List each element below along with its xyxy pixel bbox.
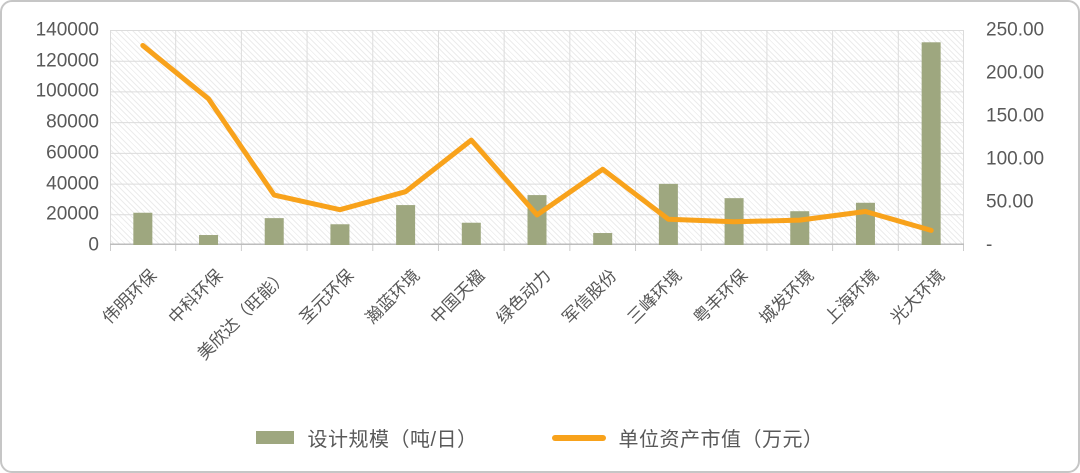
x-axis-label: 伟明环保 xyxy=(98,266,161,328)
bar xyxy=(790,211,810,245)
legend-item-bar-series: 设计规模（吨/日） xyxy=(256,423,477,452)
y-axis-tick-label-left: 120000 xyxy=(35,50,99,72)
bar xyxy=(199,235,219,245)
bar xyxy=(921,42,941,246)
x-axis-label: 粤丰环保 xyxy=(689,266,752,328)
y-axis-tick-label-left: 60000 xyxy=(46,142,99,164)
y-axis-tick-label-right: - xyxy=(986,234,993,256)
legend-label-line-series: 单位资产市值（万元） xyxy=(618,429,824,451)
x-axis-label: 瀚蓝环境 xyxy=(361,266,424,328)
plot-area xyxy=(110,30,964,251)
y-axis-tick-label-left: 20000 xyxy=(46,203,99,225)
x-axis-label: 光大环境 xyxy=(887,266,949,328)
bar xyxy=(396,205,416,245)
x-axis-label: 圣元环保 xyxy=(295,266,358,328)
x-axis-label: 中科环保 xyxy=(164,266,226,328)
x-axis-label: 三峰环境 xyxy=(624,266,686,328)
bar xyxy=(593,233,613,245)
x-axis-label: 城发环境 xyxy=(755,266,818,328)
line-swatch-icon xyxy=(551,434,606,441)
y-axis-tick-label-right: 250.00 xyxy=(986,19,1045,41)
y-axis-tick-label-left: 140000 xyxy=(35,19,99,41)
y-axis-tick-label-right: 100.00 xyxy=(986,148,1045,170)
y-axis-tick-label-left: 100000 xyxy=(35,80,99,102)
legend-label-bar-series: 设计规模（吨/日） xyxy=(307,429,478,451)
y-axis-tick-label-right: 150.00 xyxy=(986,105,1045,127)
y-axis-tick-label-left: 0 xyxy=(88,234,99,256)
line-series xyxy=(140,43,934,233)
bar xyxy=(133,212,153,245)
plot-svg xyxy=(110,30,964,251)
bar xyxy=(527,195,547,245)
bar xyxy=(461,222,481,245)
bar-swatch-icon xyxy=(256,431,295,444)
legend-item-line-series: 单位资产市值（万元） xyxy=(551,423,824,452)
x-axis-label: 军信股份 xyxy=(558,266,621,328)
bar xyxy=(330,224,350,245)
y-axis-tick-label-right: 50.00 xyxy=(986,191,1034,213)
x-axis-label: 中国天楹 xyxy=(427,266,489,328)
bar xyxy=(264,218,284,245)
x-axis-label: 绿色动力 xyxy=(492,266,555,328)
y-axis-tick-label-right: 200.00 xyxy=(986,62,1045,84)
y-axis-tick-label-left: 80000 xyxy=(46,111,99,133)
x-axis-label: 上海环境 xyxy=(821,266,883,328)
y-axis-tick-label-left: 40000 xyxy=(46,173,99,195)
legend: 设计规模（吨/日） 单位资产市值（万元） xyxy=(2,423,1078,452)
bar xyxy=(658,183,678,245)
